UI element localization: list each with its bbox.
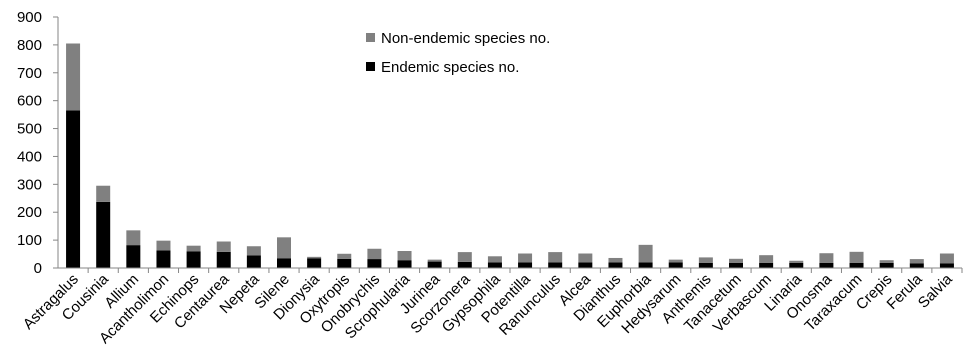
bar-endemic bbox=[186, 251, 201, 268]
legend-label-endemic: Endemic species no. bbox=[381, 59, 519, 76]
bar-endemic bbox=[307, 258, 322, 268]
bar-non-endemic bbox=[246, 246, 261, 256]
bar-endemic bbox=[849, 262, 864, 268]
bar-endemic bbox=[759, 262, 774, 268]
x-category-label: Salvia bbox=[915, 270, 956, 311]
bar-non-endemic bbox=[457, 252, 472, 262]
bar-non-endemic bbox=[939, 253, 954, 264]
bar-endemic bbox=[277, 258, 291, 268]
y-tick-label: 200 bbox=[17, 204, 42, 221]
bar-endemic bbox=[939, 263, 954, 268]
bar-non-endemic bbox=[759, 255, 774, 263]
y-tick-label: 100 bbox=[17, 232, 42, 249]
bar-non-endemic bbox=[729, 258, 743, 263]
bar-non-endemic bbox=[578, 253, 593, 263]
bar-non-endemic bbox=[789, 260, 804, 263]
bar-endemic bbox=[638, 262, 653, 268]
legend: Non-endemic species no. Endemic species … bbox=[366, 30, 550, 76]
bar-endemic bbox=[156, 250, 171, 268]
bar-endemic bbox=[548, 262, 563, 268]
bar-non-endemic bbox=[548, 252, 563, 263]
bar-non-endemic bbox=[186, 245, 201, 252]
bar-non-endemic bbox=[216, 241, 231, 252]
y-tick-label: 800 bbox=[17, 37, 42, 54]
bar-non-endemic bbox=[849, 251, 864, 263]
legend-swatch-non-endemic bbox=[366, 33, 375, 42]
y-tick-label: 900 bbox=[17, 9, 42, 26]
bar-endemic bbox=[66, 110, 81, 268]
bar-non-endemic bbox=[487, 256, 502, 263]
bar-endemic bbox=[879, 262, 894, 268]
bar-endemic bbox=[397, 260, 412, 268]
bar-non-endemic bbox=[909, 259, 924, 264]
legend-label-non-endemic: Non-endemic species no. bbox=[381, 30, 550, 47]
bar-endemic bbox=[487, 262, 502, 268]
x-category-label: Ferula bbox=[884, 270, 927, 313]
bar-non-endemic bbox=[307, 256, 322, 259]
bar-endemic bbox=[126, 245, 141, 268]
bar-endemic bbox=[729, 262, 743, 268]
bar-non-endemic bbox=[156, 240, 171, 251]
bar-endemic bbox=[457, 261, 472, 268]
bar-endemic bbox=[909, 263, 924, 268]
bar-endemic bbox=[367, 259, 382, 268]
bar-endemic bbox=[608, 262, 623, 268]
bar-non-endemic bbox=[277, 237, 291, 259]
x-axis: AstragalusCousiniaAlliumAcantholimonEchi… bbox=[20, 267, 963, 347]
bar-endemic bbox=[96, 201, 111, 268]
bar-non-endemic bbox=[397, 250, 412, 261]
bar-endemic bbox=[216, 251, 231, 268]
bar-endemic bbox=[337, 258, 352, 268]
y-tick-label: 300 bbox=[17, 176, 42, 193]
bar-non-endemic bbox=[96, 185, 111, 202]
y-axis: 0 100 200 300 400 500 600 700 800 900 bbox=[17, 9, 59, 277]
bar-endemic bbox=[698, 262, 713, 268]
y-tick-label: 0 bbox=[34, 260, 42, 277]
bar-endemic bbox=[427, 261, 442, 268]
y-tick-label: 700 bbox=[17, 65, 42, 82]
bar-non-endemic bbox=[126, 230, 141, 246]
bar-non-endemic bbox=[66, 43, 81, 111]
bar-non-endemic bbox=[819, 253, 834, 263]
bar-endemic bbox=[578, 262, 593, 268]
bar-endemic bbox=[819, 262, 834, 268]
bar-non-endemic bbox=[337, 253, 352, 259]
y-tick-label: 500 bbox=[17, 121, 42, 138]
bars bbox=[66, 43, 954, 268]
bar-endemic bbox=[246, 255, 261, 268]
bar-non-endemic bbox=[367, 248, 382, 260]
bar-non-endemic bbox=[518, 253, 533, 263]
bar-non-endemic bbox=[668, 259, 683, 263]
bar-endemic bbox=[518, 262, 533, 268]
legend-swatch-endemic bbox=[366, 62, 375, 71]
bar-non-endemic bbox=[879, 260, 894, 263]
bar-endemic bbox=[668, 262, 683, 268]
bar-non-endemic bbox=[698, 257, 713, 263]
y-tick-label: 600 bbox=[17, 93, 42, 110]
bar-non-endemic bbox=[608, 257, 623, 263]
bar-non-endemic bbox=[427, 259, 442, 262]
y-tick-label: 400 bbox=[17, 148, 42, 165]
bar-endemic bbox=[789, 262, 804, 268]
bar-non-endemic bbox=[638, 244, 653, 263]
